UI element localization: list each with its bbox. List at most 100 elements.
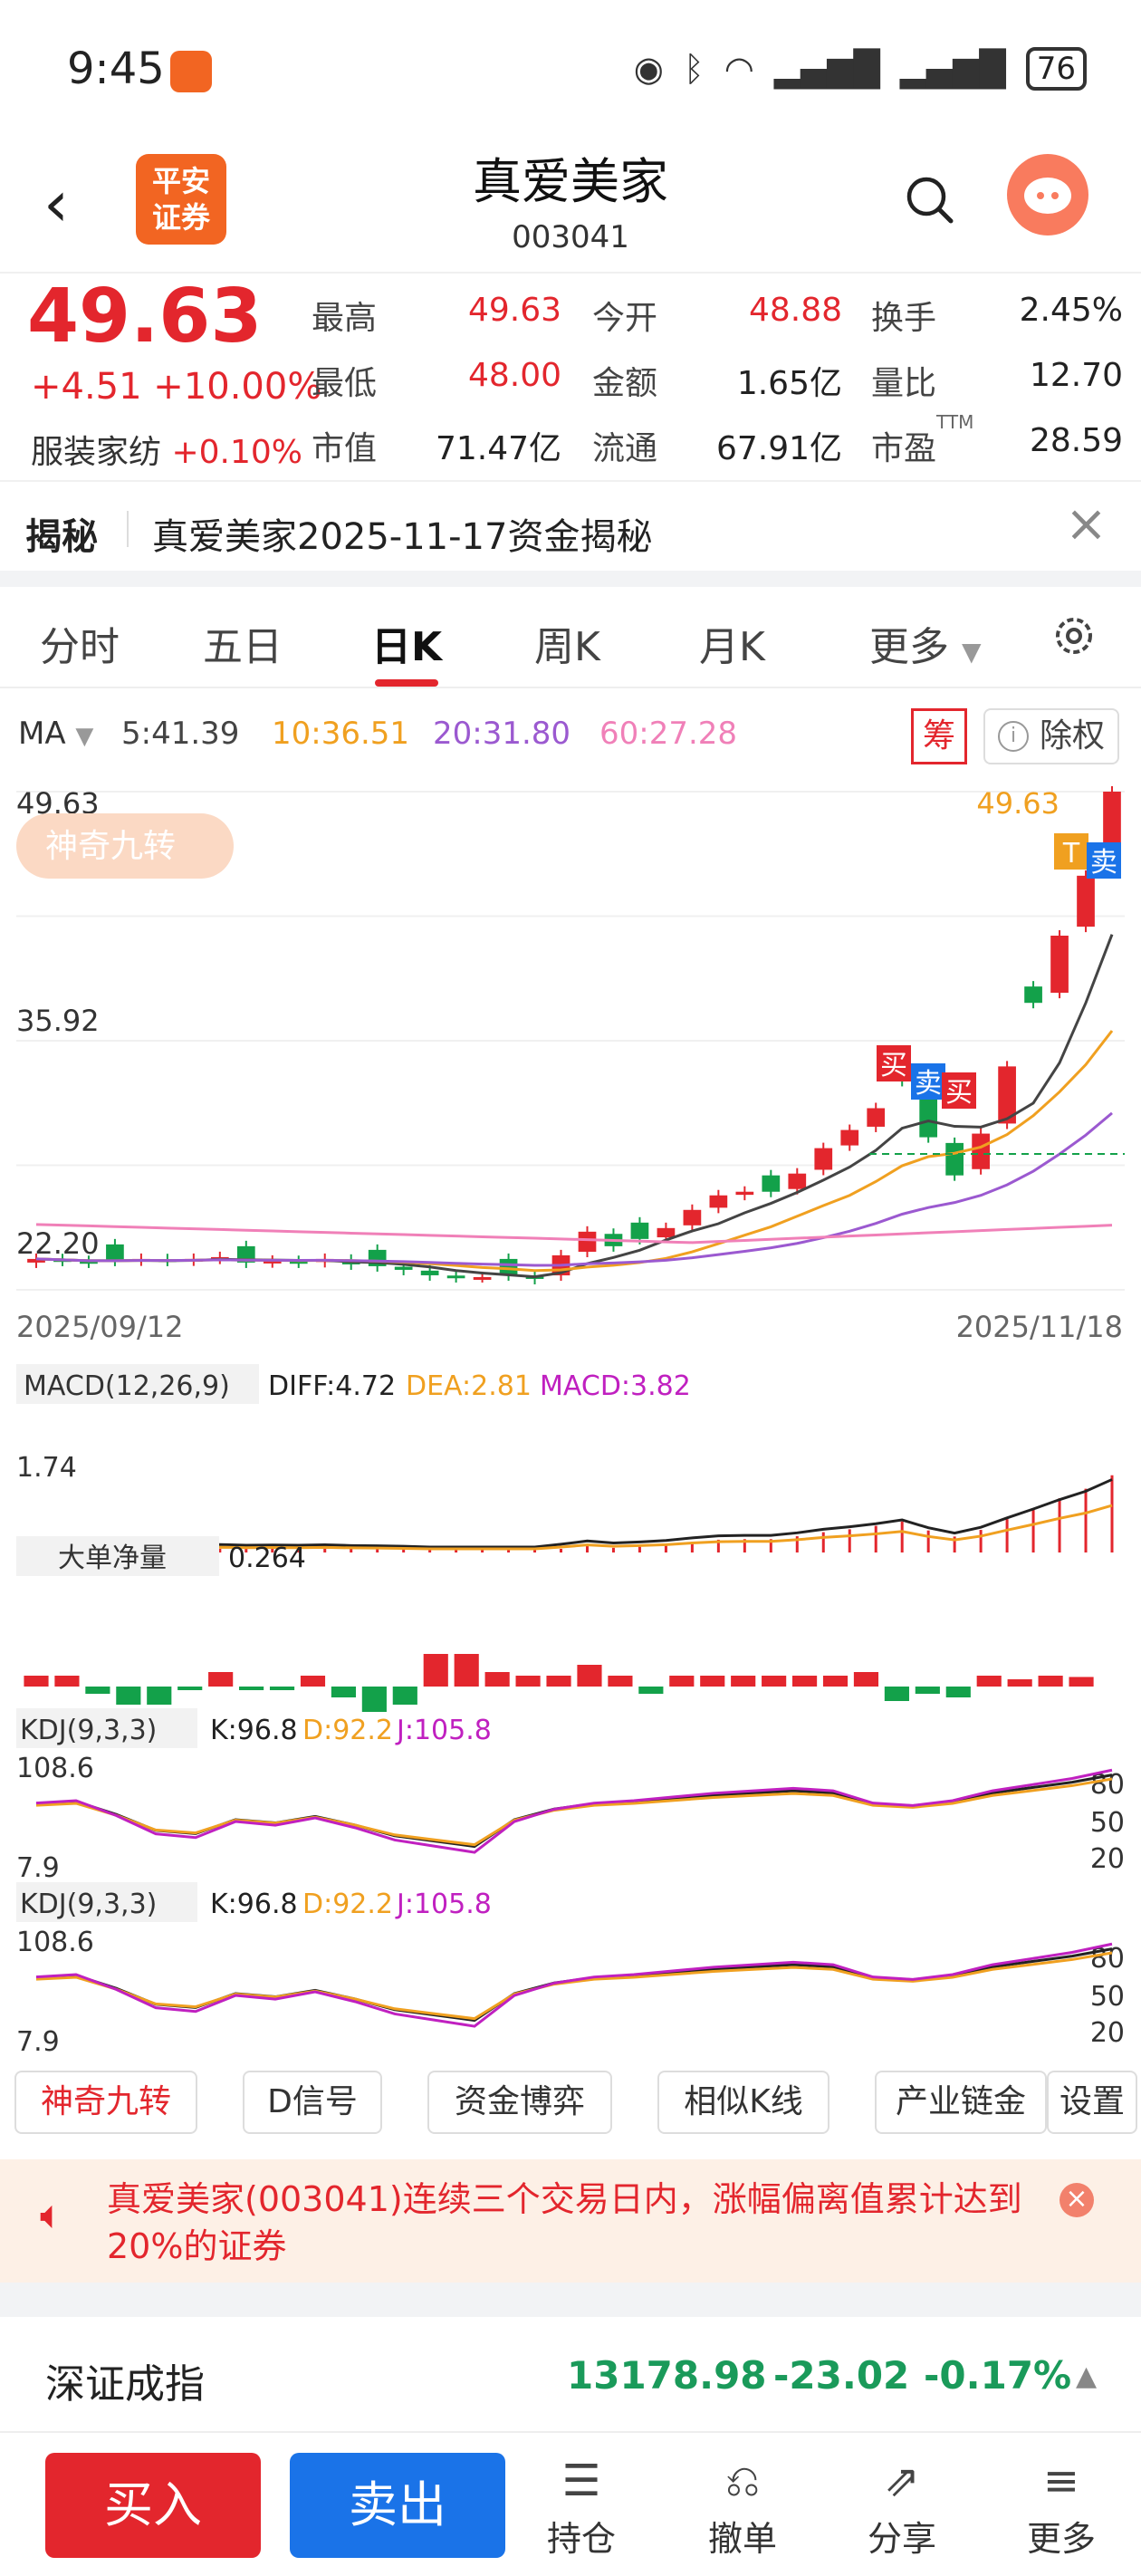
candle-body <box>80 1261 98 1264</box>
candle-body <box>1050 936 1069 994</box>
similar-k-button[interactable]: 相似K线 <box>657 2071 829 2134</box>
gear-icon[interactable] <box>1049 610 1099 661</box>
cancel-order-label: 撤单 <box>707 2519 777 2559</box>
big-order-value: 0.264 <box>228 1543 306 1574</box>
candle-body <box>814 1148 833 1170</box>
chip-button[interactable]: 筹 <box>911 708 967 764</box>
cancel-order-button[interactable]: ⎌ 撤单 <box>688 2451 797 2561</box>
big-order-bar <box>791 1676 818 1687</box>
candle-body <box>446 1275 465 1279</box>
ma-legend[interactable]: MA ▼ 5:41.39 10:36.51 20:31.80 60:27.28 … <box>0 696 1141 774</box>
share-button[interactable]: ⇗ 分享 <box>848 2451 956 2561</box>
kline-chart-area[interactable]: 49.63 35.92 22.20 49.63 神奇九转买卖买 T 卖 2025/09/12 2… <box>0 774 1141 2060</box>
back-arrow-icon[interactable]: ‹ <box>43 167 69 241</box>
ttm-superscript: TTM <box>936 411 974 433</box>
candle-body <box>27 1258 45 1263</box>
candle-body <box>762 1175 781 1192</box>
kdj-j-line <box>35 1942 1113 2028</box>
big-order-bar <box>239 1687 264 1690</box>
signal-tag-box <box>1087 842 1121 879</box>
big-title-bg <box>16 1536 219 1576</box>
more-button[interactable]: ≡ 更多 <box>1007 2451 1116 2561</box>
tab-monthly-k[interactable]: 月K <box>699 624 765 670</box>
kdj-y-top: 108.6 <box>16 1927 94 1958</box>
close-icon[interactable]: × <box>1060 2183 1094 2217</box>
big-order-bar <box>54 1676 80 1687</box>
tab-five-day[interactable]: 五日 <box>203 624 283 670</box>
tab-weekly-k[interactable]: 周K <box>534 624 600 670</box>
quote-value-0: 49.63 <box>467 292 561 329</box>
risk-notice[interactable]: 🔈︎ 真爱美家(003041)连续三个交易日内，涨幅偏离值累计达到20%的证券 … <box>0 2159 1141 2283</box>
industry-chain-button[interactable]: 产业链金 <box>875 2071 1047 2134</box>
document-icon: ☰ <box>561 2456 601 2506</box>
kdj-d-line <box>35 1951 1113 2021</box>
broker-logo[interactable]: 平安 证券 <box>136 154 226 245</box>
status-icons: ◉ ᛒ ◠ ▂▄▆█ ▂▄▆█ 76 <box>634 47 1087 91</box>
big-order-bar <box>24 1676 49 1687</box>
caret-up-icon[interactable]: ▲ <box>1076 2360 1098 2392</box>
kdj-j-line <box>35 1768 1113 1854</box>
quote-label-8: 市盈 <box>871 430 937 467</box>
candle-body <box>1077 875 1095 928</box>
macd-y-label: 1.74 <box>16 1452 77 1484</box>
big-order-bar <box>945 1687 971 1697</box>
quote-label-3: 最低 <box>312 365 378 402</box>
fund-game-button[interactable]: 资金博弈 <box>427 2071 612 2134</box>
industry-pct: +0.10% <box>171 434 302 471</box>
quote-value-3: 48.00 <box>467 357 561 394</box>
ma60-line <box>35 1223 1113 1245</box>
quote-label-1: 今开 <box>592 300 658 337</box>
index-ticker[interactable]: 深证成指 13178.98 -23.02 -0.17% ▲ <box>0 2317 1141 2431</box>
kdj-level-20: 20 <box>1090 2017 1125 2049</box>
signal-tag-signal_buy: 买 <box>880 1050 907 1081</box>
quote-panel: 49.63 +4.51 +10.00% 服装家纺 +0.10% 最高 49.63 今… <box>0 272 1141 476</box>
sell-button[interactable]: 卖出 <box>290 2453 505 2558</box>
big-order-bar <box>392 1687 417 1705</box>
kdj-k: K:96.8 <box>210 1889 298 1920</box>
d-signal-button[interactable]: D信号 <box>243 2071 382 2134</box>
reveal-tag: 揭秘 <box>25 516 98 558</box>
assistant-avatar[interactable] <box>1007 154 1088 235</box>
eye-icon: ◉ <box>633 49 664 89</box>
reveal-banner[interactable]: 揭秘 真爱美家2025-11-17资金揭秘 × <box>0 480 1141 571</box>
date-end: 2025/11/18 <box>956 1310 1123 1344</box>
status-bar: 9:45 ◉ ᛒ ◠ ▂▄▆█ ▂▄▆█ 76 <box>0 0 1141 136</box>
quote-value-2: 2.45% <box>1019 292 1123 329</box>
bottom-bar: 买入 卖出 ☰ 持仓 ⎌ 撤单 ⇗ 分享 ≡ 更多 <box>0 2431 1141 2576</box>
settings-button[interactable]: 设置 <box>1047 2071 1137 2134</box>
close-icon[interactable]: × <box>1065 495 1107 553</box>
magic-nine-button[interactable]: 神奇九转 <box>14 2071 197 2134</box>
positions-button[interactable]: ☰ 持仓 <box>527 2451 636 2561</box>
big-order-bar <box>1038 1676 1063 1687</box>
big-order-bar <box>1069 1677 1094 1687</box>
macd-diff: DIFF:4.72 <box>268 1370 396 1402</box>
quote-value-6: 71.47亿 <box>435 430 561 467</box>
kdj-title-bg <box>16 1882 197 1922</box>
quote-value-8: 28.59 <box>1029 422 1123 459</box>
kdj-level-50: 50 <box>1090 1981 1125 2013</box>
big-order-bar <box>822 1676 849 1687</box>
candle-body <box>578 1231 597 1252</box>
kdj-y-bottom: 7.9 <box>16 2026 60 2058</box>
search-icon[interactable] <box>904 174 954 225</box>
stock-name: 真爱美家 <box>473 153 668 210</box>
candle-body <box>919 1089 938 1138</box>
tab-daily-k[interactable]: 日K <box>371 624 443 670</box>
kdj-j: J:105.8 <box>395 1715 492 1746</box>
industry-change[interactable]: 服装家纺 +0.10% <box>31 426 302 473</box>
share-label: 分享 <box>867 2519 936 2559</box>
big-order-bar <box>300 1676 326 1687</box>
tab-intraday[interactable]: 分时 <box>40 624 120 670</box>
ex-rights-button[interactable]: i 除权 <box>983 708 1119 764</box>
logo-line2: 证券 <box>151 200 210 235</box>
index-name: 深证成指 <box>45 2361 205 2408</box>
big-order-bar <box>269 1687 295 1690</box>
big-order-bar <box>361 1687 387 1712</box>
battery-icon: 76 <box>1025 47 1087 91</box>
tab-more[interactable]: 更多 ▼ <box>869 614 982 672</box>
buy-button[interactable]: 买入 <box>45 2453 261 2558</box>
macd-dea: DEA:2.81 <box>406 1370 532 1402</box>
kdj-k: K:96.8 <box>210 1715 298 1746</box>
kdj-level-20: 20 <box>1090 1843 1125 1875</box>
